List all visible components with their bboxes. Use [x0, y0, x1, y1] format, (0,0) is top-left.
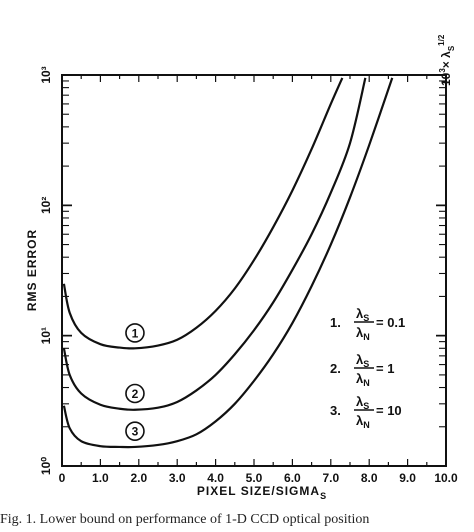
series-line-1 — [62, 77, 344, 350]
legend-denominator: λN — [356, 325, 370, 342]
y-tick-label: 10⁰ — [39, 457, 53, 475]
legend-denominator: λN — [356, 371, 370, 388]
y-tick-label: 10¹ — [39, 327, 53, 344]
legend-value: = 10 — [376, 403, 402, 418]
legend-entry-1: 1. λS λN = 0.1 — [330, 306, 405, 342]
curve-label-2: 2 — [125, 383, 145, 404]
y-axis-label: RMS ERROR — [25, 229, 39, 311]
x-tick-label: 7.0 — [322, 471, 339, 485]
x-tick-label: 0 — [59, 471, 66, 485]
x-tick-label: 10.0 — [434, 471, 458, 485]
legend-index: 3. — [330, 403, 341, 418]
series-line-3 — [62, 77, 394, 449]
x-tick-label: 9.0 — [399, 471, 416, 485]
curve-label-text: 2 — [132, 387, 139, 401]
y-tick-label: 10² — [39, 197, 53, 214]
svg-text:PIXEL SIZE/SIGMAS: PIXEL SIZE/SIGMAS — [197, 484, 327, 501]
curve-label-circle — [125, 323, 145, 343]
chart: 0 1.0 2.0 3.0 4.0 5.0 6.0 7.0 8.0 9.0 10.0 10⁰ 10¹ 10… — [25, 34, 458, 501]
x-tick-label: 1.0 — [92, 471, 109, 485]
x-tick-label: 2.0 — [130, 471, 147, 485]
legend-numerator: λS — [356, 352, 369, 369]
legend-value: = 1 — [376, 361, 394, 376]
legend-entry-3: 3. λS λN = 10 — [330, 394, 402, 430]
legend-entry-2: 2. λS λN = 1 — [330, 352, 394, 388]
x-tick-label: 3.0 — [169, 471, 186, 485]
x-tick-label: 8.0 — [361, 471, 378, 485]
svg-text:103× λS1/2: 103× λS1/2 — [437, 34, 456, 86]
top-right-axis-label: 103× λS1/2 — [437, 34, 456, 86]
curve-label-3: 3 — [125, 421, 145, 441]
legend-numerator: λS — [356, 306, 369, 323]
curve-label-1: 1 — [125, 323, 145, 343]
curve-label-circle — [125, 421, 145, 441]
legend-numerator: λS — [356, 394, 369, 411]
x-tick-label: 4.0 — [207, 471, 224, 485]
x-tick-label: 6.0 — [284, 471, 301, 485]
legend-index: 1. — [330, 315, 341, 330]
x-axis-label: PIXEL SIZE/SIGMAS — [197, 484, 327, 501]
legend-index: 2. — [330, 361, 341, 376]
curve-label-circle — [125, 383, 145, 404]
curve-label-text: 3 — [132, 425, 139, 439]
series-line-2 — [62, 77, 367, 411]
x-tick-label: 5.0 — [246, 471, 263, 485]
y-tick-label: 10³ — [39, 66, 53, 83]
legend-denominator: λN — [356, 413, 370, 430]
curve-label-text: 1 — [132, 326, 139, 340]
legend-value: = 0.1 — [376, 315, 405, 330]
figure-caption: Fig. 1. Lower bound on performance of 1-… — [0, 512, 370, 527]
